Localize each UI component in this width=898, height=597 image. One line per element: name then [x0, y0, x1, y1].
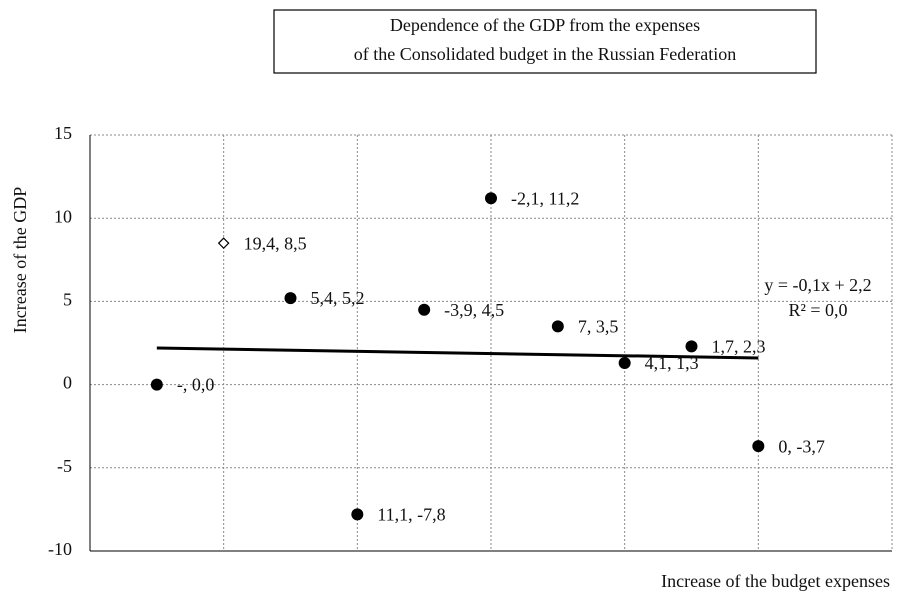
data-label: -, 0,0	[177, 375, 215, 395]
y-axis-label: Increase of the GDP	[10, 187, 30, 333]
trendline-equation: y = -0,1x + 2,2	[764, 275, 871, 295]
data-label: 7, 3,5	[578, 316, 619, 336]
point	[485, 192, 497, 205]
trendline	[156, 346, 759, 360]
y-tick-label: 15	[54, 123, 72, 143]
y-tick-label: 0	[63, 373, 72, 393]
data-label: -2,1, 11,2	[511, 188, 579, 208]
data-label: 4,1, 1,3	[645, 353, 699, 373]
y-tick-label: 10	[54, 206, 72, 226]
data-label: 11,1, -7,8	[377, 505, 445, 525]
chart-title: Dependence of the GDP from the expenses	[390, 15, 700, 35]
data-label: 5,4, 5,2	[311, 288, 365, 308]
point	[351, 508, 364, 521]
data-label: 1,7, 2,3	[712, 336, 766, 356]
point	[150, 378, 163, 391]
y-tick-label: -5	[57, 456, 72, 476]
y-tick-label: 5	[63, 290, 72, 310]
data-label: -3,9, 4,5	[444, 300, 504, 320]
point	[618, 356, 631, 369]
data-label: 19,4, 8,5	[244, 233, 307, 253]
chart-title: of the Consolidated budget in the Russia…	[354, 44, 736, 64]
point	[217, 237, 230, 250]
point	[752, 440, 765, 453]
point	[284, 292, 297, 305]
title-box	[273, 9, 817, 74]
y-tick-label: -10	[48, 539, 72, 559]
trendline-r2: R² = 0,0	[788, 300, 847, 320]
point	[418, 303, 431, 316]
point	[685, 340, 698, 353]
data-label: 0, -3,7	[778, 436, 825, 456]
x-axis-label: Increase of the budget expenses	[661, 571, 890, 591]
point	[551, 320, 564, 333]
